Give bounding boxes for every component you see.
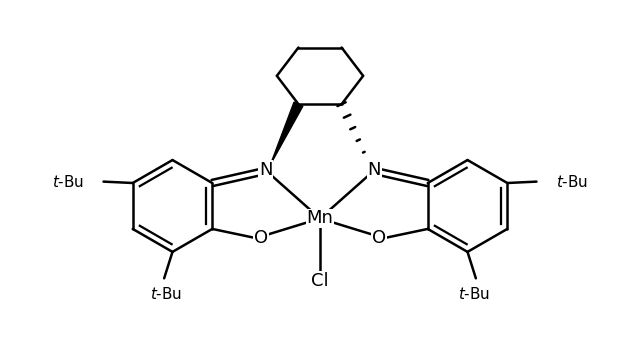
Text: O: O — [254, 229, 268, 247]
Text: $t$-Bu: $t$-Bu — [150, 286, 182, 302]
Text: Mn: Mn — [307, 210, 333, 228]
Text: N: N — [259, 161, 273, 179]
Polygon shape — [271, 102, 303, 164]
Text: Cl: Cl — [311, 272, 329, 290]
Text: $t$-Bu: $t$-Bu — [458, 286, 490, 302]
Text: N: N — [367, 161, 381, 179]
Text: O: O — [372, 229, 386, 247]
Text: $t$-Bu: $t$-Bu — [52, 174, 84, 190]
Text: $t$-Bu: $t$-Bu — [556, 174, 588, 190]
